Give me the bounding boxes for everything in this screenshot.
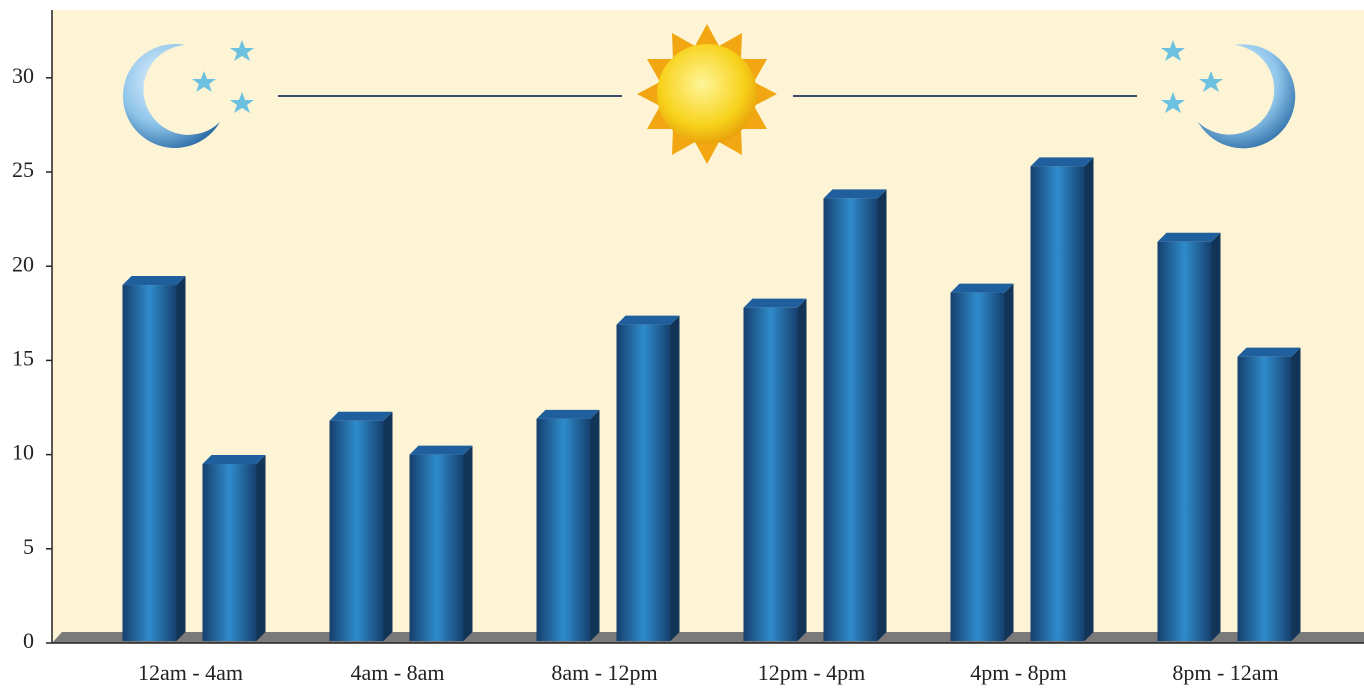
- x-tick-label: 4am - 8am: [350, 660, 444, 685]
- x-tick-label: 8pm - 12am: [1172, 660, 1278, 685]
- bar: [743, 298, 807, 641]
- bar: [202, 455, 266, 641]
- y-tick-label: 5: [23, 534, 34, 559]
- y-tick-label: 10: [12, 440, 34, 465]
- bar: [823, 189, 887, 641]
- x-tick-label: 12pm - 4pm: [758, 660, 866, 685]
- bar: [1237, 347, 1301, 641]
- y-tick-label: 20: [12, 251, 34, 276]
- x-tick-label: 8am - 12pm: [551, 660, 657, 685]
- decoration: [122, 24, 1296, 164]
- y-tick-label: 25: [12, 157, 34, 182]
- y-tick-label: 30: [12, 63, 34, 88]
- bar: [1157, 232, 1221, 642]
- bar: [950, 283, 1014, 641]
- x-tick-label: 4pm - 8pm: [970, 660, 1067, 685]
- bar: [1030, 157, 1094, 641]
- bar: [536, 409, 600, 641]
- y-tick-label: 15: [12, 345, 34, 370]
- y-tick-label: 0: [23, 628, 34, 653]
- bar: [122, 276, 186, 641]
- bar: [409, 445, 473, 641]
- bar: [329, 411, 393, 641]
- bar: [616, 315, 680, 641]
- x-tick-label: 12am - 4am: [138, 660, 243, 685]
